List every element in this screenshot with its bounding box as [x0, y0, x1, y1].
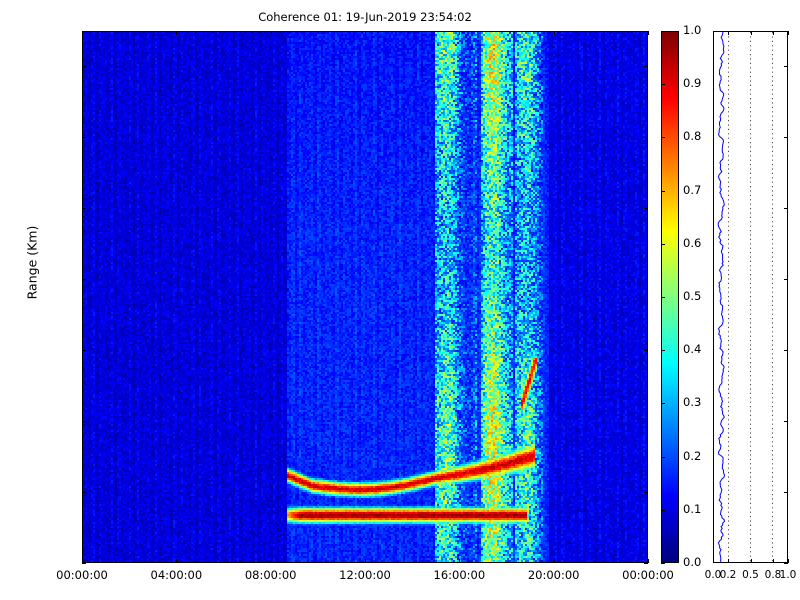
x-axis-tick-mark — [459, 559, 461, 563]
profile-x-tick-mark — [728, 31, 729, 35]
profile-x-tick-label: 0.2 — [719, 569, 737, 581]
x-axis-tick-mark — [176, 31, 178, 35]
y-axis-tick-mark — [644, 492, 648, 494]
colorbar-tick-mark — [661, 297, 665, 298]
colorbar-tick-label: 0.9 — [683, 76, 702, 91]
x-axis-tick-mark — [365, 31, 366, 35]
profile-y-tick-mark — [784, 208, 788, 210]
x-axis-tick-mark — [270, 559, 272, 563]
y-axis-tick-mark — [82, 279, 86, 281]
profile-y-tick-mark — [784, 137, 788, 139]
profile-y-tick-mark — [784, 350, 788, 352]
coherence-heatmap-axes[interactable] — [82, 31, 648, 563]
colorbar-tick-mark — [661, 403, 665, 405]
profile-x-tick-label: 0.5 — [742, 569, 759, 581]
colorbar-tick-mark — [661, 563, 665, 564]
x-axis-tick-mark — [648, 31, 649, 35]
colorbar-tick-mark — [661, 243, 665, 245]
y-axis-tick-mark — [644, 137, 648, 139]
x-axis-tick-mark — [553, 31, 555, 35]
x-axis-tick-mark — [270, 31, 272, 35]
profile-gridlines — [728, 32, 773, 562]
y-axis-tick-mark — [644, 350, 648, 352]
profile-y-tick-mark — [784, 563, 788, 564]
profile-x-tick-mark — [728, 559, 729, 563]
colorbar-tick-label: 0.0 — [683, 555, 702, 569]
colorbar-tick-label: 0.2 — [683, 448, 702, 463]
y-axis-tick-mark — [82, 66, 86, 68]
profile-x-tick-mark — [773, 31, 774, 35]
colorbar-tick-label: 0.7 — [683, 182, 702, 197]
y-axis-tick-mark — [644, 563, 648, 564]
colorbar-tick-label: 0.5 — [683, 289, 702, 303]
y-axis-tick-mark — [644, 279, 648, 281]
x-axis-tick-label: 04:00:00 — [150, 568, 203, 582]
mean-profile-axes[interactable] — [713, 31, 788, 563]
x-axis-tick-label: 00:00:00 — [56, 568, 108, 582]
colorbar-tick-mark — [661, 31, 665, 32]
colorbar-tick-label: 1.0 — [683, 23, 702, 37]
x-axis-tick-mark — [176, 559, 178, 563]
colorbar-tick-label: 0.3 — [683, 395, 702, 410]
profile-x-tick-mark — [750, 559, 752, 563]
colorbar-tick-mark — [661, 350, 665, 352]
profile-x-tick-mark — [713, 559, 714, 563]
y-axis-tick-mark — [644, 421, 648, 423]
mean-profile-plot — [717, 32, 773, 562]
profile-x-tick-mark — [773, 559, 774, 563]
x-axis-tick-mark — [82, 31, 83, 35]
profile-y-tick-mark — [784, 66, 788, 68]
x-axis-tick-label: 16:00:00 — [433, 568, 486, 582]
profile-x-tick-label: 0.8 — [764, 569, 782, 581]
profile-x-tick-mark — [788, 31, 789, 35]
x-axis-tick-mark — [365, 559, 366, 563]
x-axis-tick-label: 12:00:00 — [339, 568, 391, 582]
x-axis-tick-mark — [459, 31, 461, 35]
y-axis-label: Range (Km) — [24, 225, 40, 300]
colorbar-gradient — [662, 32, 678, 562]
profile-y-tick-mark — [784, 492, 788, 494]
colorbar-tick-mark — [661, 190, 665, 192]
x-axis-tick-label: 20:00:00 — [527, 568, 580, 582]
y-axis-tick-mark — [82, 350, 86, 352]
profile-y-tick-mark — [784, 279, 788, 281]
y-axis-tick-mark — [82, 208, 86, 210]
colorbar-tick-label: 0.8 — [683, 129, 702, 144]
profile-x-tick-mark — [788, 559, 789, 563]
profile-x-tick-mark — [713, 31, 714, 35]
profile-x-tick-label: 1.0 — [779, 569, 797, 581]
y-axis-tick-mark — [82, 421, 86, 423]
x-axis-tick-mark — [553, 559, 555, 563]
figure-title: Coherence 01: 19-Jun-2019 23:54:02 — [258, 10, 472, 24]
colorbar-tick-label: 0.1 — [683, 501, 702, 516]
colorbar-tick-label: 0.6 — [683, 235, 702, 250]
y-axis-tick-mark — [82, 563, 86, 564]
x-axis-tick-label: 08:00:00 — [244, 568, 297, 582]
y-axis-tick-mark — [644, 208, 648, 210]
profile-y-tick-mark — [784, 421, 788, 423]
profile-x-tick-mark — [750, 31, 752, 35]
colorbar-tick-mark — [661, 509, 665, 511]
colorbar-tick-label: 0.4 — [683, 342, 702, 357]
colorbar-tick-mark — [661, 137, 665, 139]
x-axis-tick-mark — [82, 559, 83, 563]
profile-x-tick-label: 0.0 — [704, 569, 722, 581]
profile-line — [717, 32, 726, 562]
y-axis-tick-mark — [82, 492, 86, 494]
y-axis-tick-mark — [82, 137, 86, 139]
colorbar-tick-mark — [661, 84, 665, 86]
y-axis-tick-mark — [644, 66, 648, 68]
colorbar-tick-mark — [661, 456, 665, 458]
coherence-heatmap-canvas[interactable] — [83, 32, 647, 562]
x-axis-tick-label: 00:00:00 — [622, 568, 674, 582]
x-axis-tick-mark — [648, 559, 649, 563]
